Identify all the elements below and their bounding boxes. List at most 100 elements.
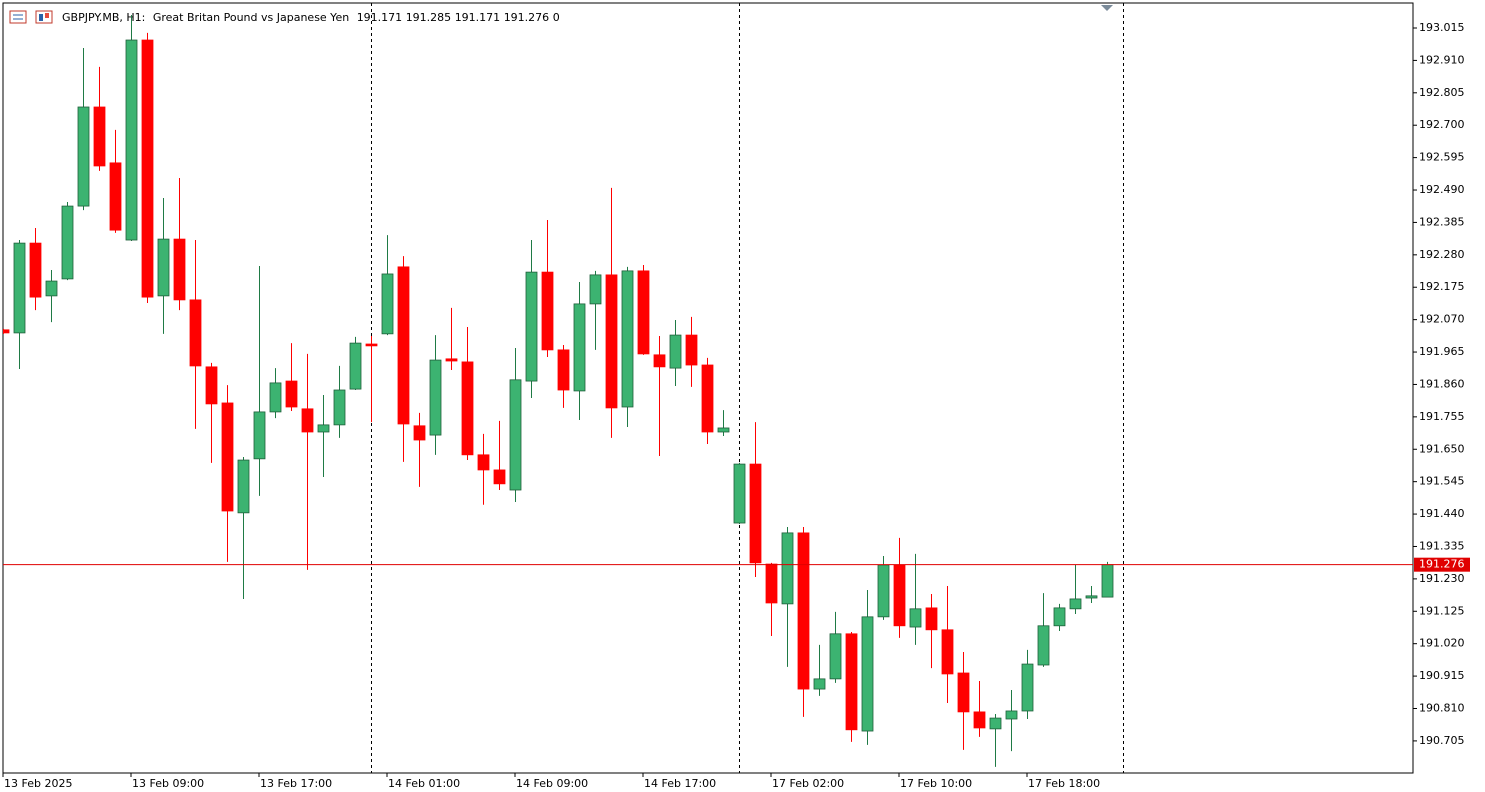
- header-close: 191.276: [504, 11, 550, 24]
- y-tick-label: 191.545: [1419, 475, 1465, 488]
- candle-body: [61, 205, 74, 280]
- candle-body: [445, 358, 458, 362]
- candle-body: [685, 334, 698, 366]
- candle-body: [765, 563, 778, 604]
- header: GBPJPY.MB, H1: Great Britan Pound vs Jap…: [62, 11, 560, 24]
- y-tick-label: 193.015: [1419, 21, 1465, 34]
- x-tick-label: 13 Feb 2025: [4, 777, 72, 790]
- candle-body: [877, 564, 890, 618]
- x-tick-label: 14 Feb 09:00: [516, 777, 588, 790]
- candle-body: [221, 402, 234, 512]
- candle-body: [493, 469, 506, 485]
- candle-body: [701, 364, 714, 433]
- candle-body: [797, 532, 810, 690]
- candle-body: [1037, 625, 1050, 666]
- candle-body: [93, 106, 106, 167]
- candle-body: [973, 711, 986, 729]
- candle-body: [429, 359, 442, 436]
- candle-body: [781, 532, 794, 605]
- y-tick-label: 191.230: [1419, 572, 1465, 585]
- candle-body: [349, 342, 362, 390]
- shift-marker: [1101, 5, 1113, 11]
- candle-body: [301, 408, 314, 433]
- candle-body: [173, 238, 186, 301]
- x-tick-label: 17 Feb 10:00: [900, 777, 972, 790]
- description: Great Britan Pound vs Japanese Yen: [153, 11, 349, 24]
- y-tick-label: 191.125: [1419, 604, 1465, 617]
- icon: [9, 10, 27, 24]
- candle-body: [125, 39, 138, 241]
- y-tick-label: 192.910: [1419, 53, 1465, 66]
- y-tick-label: 192.490: [1419, 183, 1465, 196]
- y-tick-label: 191.440: [1419, 507, 1465, 520]
- x-tick-label: 14 Feb 01:00: [388, 777, 460, 790]
- x-tick-label: 17 Feb 18:00: [1028, 777, 1100, 790]
- candle-body: [253, 411, 266, 460]
- candle-body: [205, 366, 218, 405]
- candle-body: [557, 349, 570, 391]
- candle-body: [477, 454, 490, 471]
- y-tick-label: 192.280: [1419, 248, 1465, 261]
- candle-body: [941, 629, 954, 675]
- candle-body: [957, 672, 970, 713]
- icon: [39, 14, 43, 21]
- candle-body: [637, 270, 650, 355]
- header-open: 191.171: [357, 11, 403, 24]
- candle-body: [13, 242, 26, 334]
- candle-body: [605, 274, 618, 409]
- candle-body: [285, 380, 298, 408]
- candle-body: [1069, 598, 1082, 610]
- candle-body: [653, 354, 666, 368]
- x-tick-label: 17 Feb 02:00: [772, 777, 844, 790]
- candle-body: [813, 678, 826, 690]
- candle-body: [189, 299, 202, 367]
- candle-body: [829, 633, 842, 680]
- candle-body: [413, 425, 426, 441]
- x-tick-label: 14 Feb 17:00: [644, 777, 716, 790]
- y-tick-label: 190.915: [1419, 669, 1465, 682]
- icon: [35, 10, 53, 24]
- candle-body: [77, 106, 90, 207]
- candle-body: [909, 608, 922, 628]
- candle-body: [1085, 595, 1098, 599]
- y-tick-label: 190.705: [1419, 734, 1465, 747]
- y-tick-label: 191.965: [1419, 345, 1465, 358]
- candle-body: [381, 273, 394, 335]
- y-tick-label: 191.755: [1419, 410, 1465, 423]
- candle-body: [989, 717, 1002, 730]
- candle-body: [45, 280, 58, 297]
- candle-body: [461, 361, 474, 456]
- candle-body: [397, 266, 410, 425]
- candle-body: [1021, 663, 1034, 712]
- candle-body: [893, 564, 906, 627]
- candle-body: [141, 39, 154, 298]
- y-tick-label: 192.805: [1419, 86, 1465, 99]
- candles: [3, 15, 1114, 767]
- y-tick-label: 192.700: [1419, 118, 1465, 131]
- y-tick-label: 191.650: [1419, 442, 1465, 455]
- candle-body: [573, 303, 586, 392]
- y-tick-label: 191.335: [1419, 539, 1465, 552]
- candle-body: [509, 379, 522, 491]
- candle-body: [157, 238, 170, 297]
- candle-body: [1053, 607, 1066, 627]
- candle-body: [621, 270, 634, 408]
- y-tick-label: 192.385: [1419, 215, 1465, 228]
- candle-body: [3, 329, 10, 334]
- y-tick-label: 192.595: [1419, 151, 1465, 164]
- candle-body: [733, 463, 746, 524]
- y-tick-label: 191.860: [1419, 377, 1465, 390]
- candle-body: [269, 382, 282, 413]
- y-tick-label: 190.810: [1419, 701, 1465, 714]
- y-tick-label: 192.175: [1419, 280, 1465, 293]
- candle-body: [749, 463, 762, 564]
- candle-body: [669, 334, 682, 369]
- price-label: 191.276: [1419, 558, 1465, 571]
- candle-body: [317, 424, 330, 433]
- icon: [45, 13, 49, 18]
- candle-body: [365, 343, 378, 347]
- candle-body: [717, 427, 730, 433]
- candle-body: [1005, 710, 1018, 720]
- candle-body: [1101, 564, 1114, 598]
